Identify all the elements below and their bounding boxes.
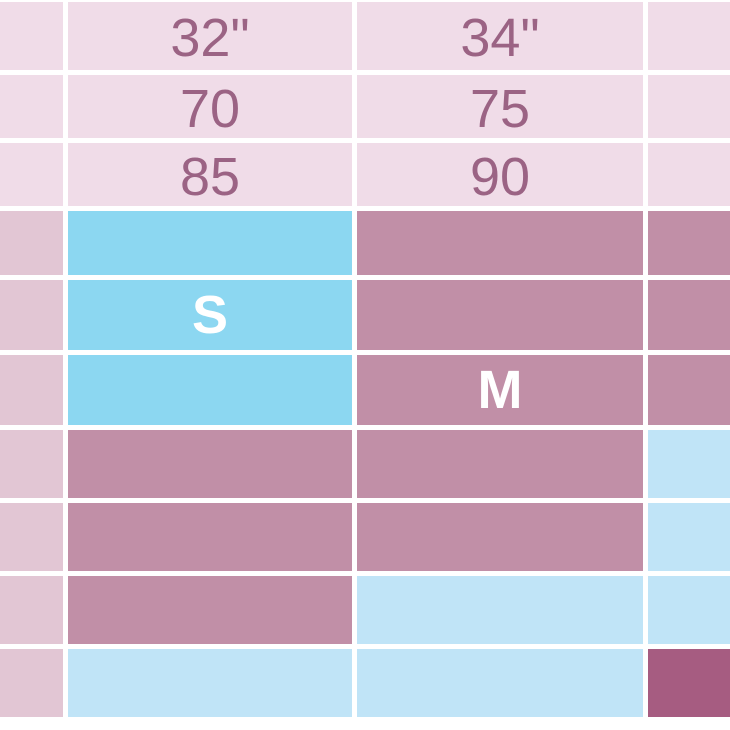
cell-r5-c3: [357, 280, 643, 350]
cell-r8-c4: [648, 503, 730, 571]
cell-r6-c4: [648, 355, 730, 425]
header-32in-cell: 32": [68, 2, 352, 70]
cell-r6-c1: [0, 355, 63, 425]
value-70-cell: 70: [68, 75, 352, 138]
cell-r7-c1: [0, 430, 63, 498]
cell-r8-c1: [0, 503, 63, 571]
size-s-cell: S: [68, 280, 352, 350]
size-m-cell: M: [357, 355, 643, 425]
bottom-whitespace: [0, 717, 730, 730]
cell-r9-c1: [0, 576, 63, 644]
cell-r6-c2: [68, 355, 352, 425]
cell-r3-c4: [648, 143, 730, 206]
cell-r7-c4: [648, 430, 730, 498]
cell-r10-c4: [648, 649, 730, 717]
cell-r4-c1: [0, 211, 63, 275]
cell-r10-c1: [0, 649, 63, 717]
cell-r8-c2: [68, 503, 352, 571]
cell-r4-c2: [68, 211, 352, 275]
cell-r9-c2: [68, 576, 352, 644]
cell-r10-c2: [68, 649, 352, 717]
header-34in-cell: 34": [357, 2, 643, 70]
cell-r9-c3: [357, 576, 643, 644]
cell-r3-c1: [0, 143, 63, 206]
value-85-cell: 85: [68, 143, 352, 206]
cell-r5-c4: [648, 280, 730, 350]
cell-r8-c3: [357, 503, 643, 571]
value-90-cell: 90: [357, 143, 643, 206]
cell-r5-c1: [0, 280, 63, 350]
cell-r4-c4: [648, 211, 730, 275]
cell-r1-c4: [648, 2, 730, 70]
cell-r9-c4: [648, 576, 730, 644]
cell-r2-c1: [0, 75, 63, 138]
cell-r7-c2: [68, 430, 352, 498]
cell-r2-c4: [648, 75, 730, 138]
cell-r4-c3: [357, 211, 643, 275]
value-75-cell: 75: [357, 75, 643, 138]
cell-r10-c3: [357, 649, 643, 717]
cell-r7-c3: [357, 430, 643, 498]
cell-r1-c1: [0, 2, 63, 70]
